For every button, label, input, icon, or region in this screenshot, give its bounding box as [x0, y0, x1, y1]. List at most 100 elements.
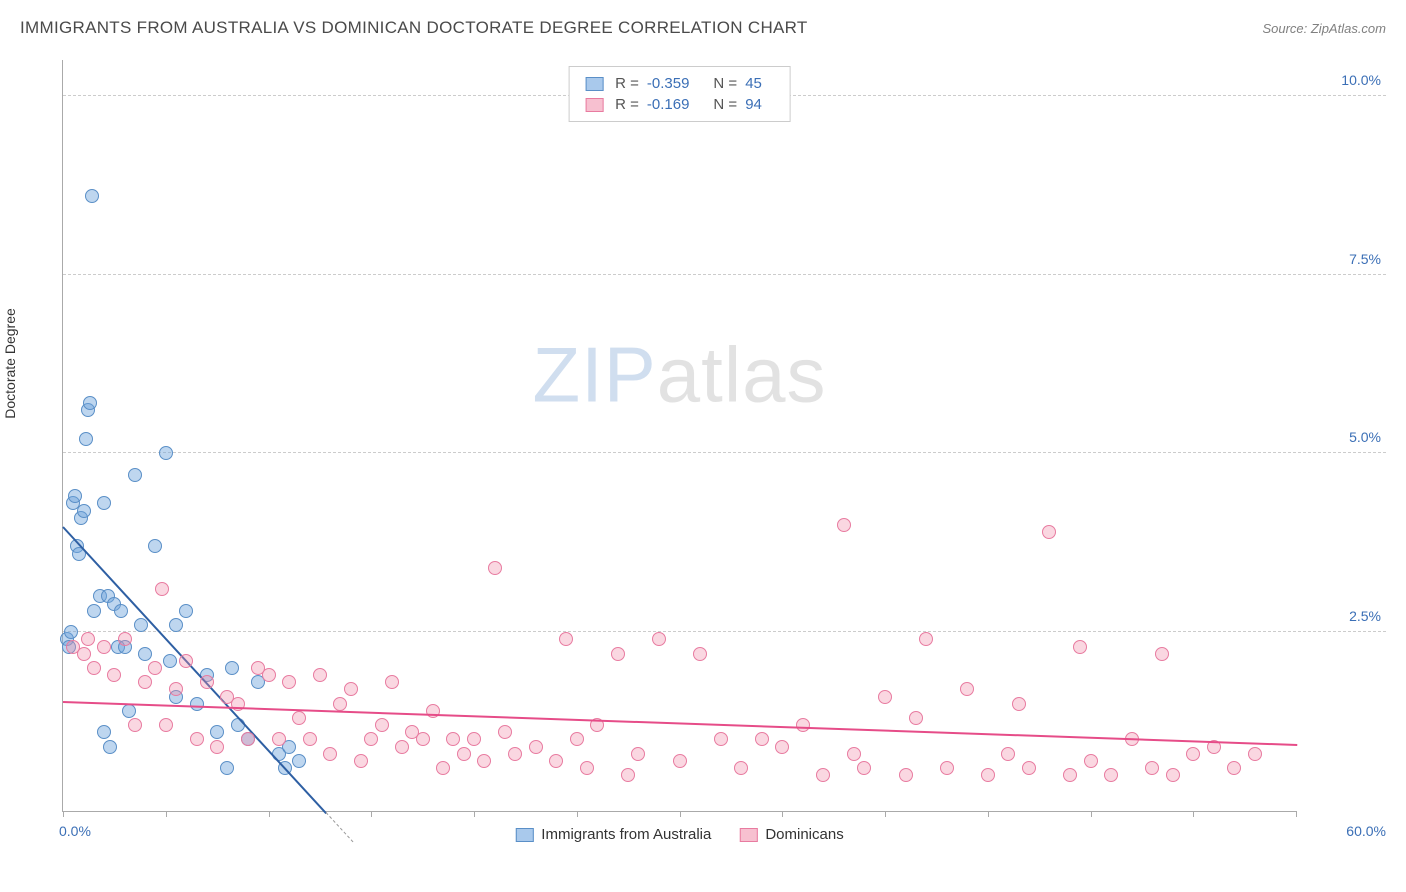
- scatter-point: [1155, 647, 1169, 661]
- x-tick: [988, 811, 989, 817]
- x-tick: [1193, 811, 1194, 817]
- scatter-point: [1073, 640, 1087, 654]
- scatter-point: [241, 732, 255, 746]
- y-tick-label: 2.5%: [1349, 608, 1381, 624]
- scatter-point: [79, 432, 93, 446]
- scatter-point: [282, 675, 296, 689]
- chart-source: Source: ZipAtlas.com: [1262, 21, 1386, 36]
- scatter-point: [1084, 754, 1098, 768]
- chart-container: Doctorate Degree ZIPatlas R = -0.359 N =…: [20, 60, 1386, 872]
- scatter-point: [580, 761, 594, 775]
- x-tick: [782, 811, 783, 817]
- x-tick: [680, 811, 681, 817]
- scatter-point: [97, 496, 111, 510]
- scatter-point: [529, 740, 543, 754]
- scatter-point: [159, 718, 173, 732]
- scatter-point: [292, 711, 306, 725]
- scatter-point: [87, 604, 101, 618]
- scatter-point: [103, 740, 117, 754]
- scatter-point: [122, 704, 136, 718]
- scatter-point: [837, 518, 851, 532]
- scatter-point: [508, 747, 522, 761]
- scatter-point: [344, 682, 358, 696]
- scatter-point: [621, 768, 635, 782]
- scatter-point: [81, 632, 95, 646]
- correlation-legend: R = -0.359 N = 45 R = -0.169 N = 94: [568, 66, 791, 122]
- scatter-point: [755, 732, 769, 746]
- scatter-point: [816, 768, 830, 782]
- scatter-point: [118, 632, 132, 646]
- scatter-point: [77, 647, 91, 661]
- legend-row-series-1: R = -0.359 N = 45: [585, 73, 774, 94]
- scatter-point: [1104, 768, 1118, 782]
- x-tick: [577, 811, 578, 817]
- scatter-point: [128, 718, 142, 732]
- scatter-point: [909, 711, 923, 725]
- scatter-point: [1186, 747, 1200, 761]
- scatter-point: [323, 747, 337, 761]
- scatter-point: [77, 504, 91, 518]
- grid-line: [63, 452, 1386, 453]
- scatter-point: [1166, 768, 1180, 782]
- scatter-point: [1248, 747, 1262, 761]
- scatter-point: [559, 632, 573, 646]
- scatter-point: [673, 754, 687, 768]
- scatter-point: [1012, 697, 1026, 711]
- scatter-point: [857, 761, 871, 775]
- scatter-point: [169, 618, 183, 632]
- scatter-point: [138, 647, 152, 661]
- scatter-point: [107, 668, 121, 682]
- scatter-point: [169, 682, 183, 696]
- scatter-point: [262, 668, 276, 682]
- scatter-point: [155, 582, 169, 596]
- scatter-point: [899, 768, 913, 782]
- grid-line: [63, 631, 1386, 632]
- legend-swatch-icon: [585, 77, 603, 91]
- scatter-point: [220, 761, 234, 775]
- scatter-point: [313, 668, 327, 682]
- scatter-point: [272, 732, 286, 746]
- scatter-point: [1063, 768, 1077, 782]
- scatter-point: [416, 732, 430, 746]
- scatter-point: [1145, 761, 1159, 775]
- scatter-point: [446, 732, 460, 746]
- scatter-point: [878, 690, 892, 704]
- watermark: ZIPatlas: [532, 330, 826, 421]
- scatter-point: [919, 632, 933, 646]
- scatter-point: [87, 661, 101, 675]
- x-tick: [474, 811, 475, 817]
- legend-item-series-1: Immigrants from Australia: [515, 826, 711, 843]
- legend-item-series-2: Dominicans: [739, 826, 843, 843]
- scatter-point: [134, 618, 148, 632]
- scatter-point: [457, 747, 471, 761]
- scatter-point: [1022, 761, 1036, 775]
- scatter-point: [200, 675, 214, 689]
- legend-swatch-icon: [739, 828, 757, 842]
- scatter-point: [210, 725, 224, 739]
- scatter-point: [210, 740, 224, 754]
- scatter-point: [138, 675, 152, 689]
- scatter-point: [97, 725, 111, 739]
- x-tick: [371, 811, 372, 817]
- x-tick: [1091, 811, 1092, 817]
- scatter-point: [981, 768, 995, 782]
- legend-swatch-icon: [515, 828, 533, 842]
- scatter-point: [1227, 761, 1241, 775]
- scatter-point: [375, 718, 389, 732]
- scatter-point: [631, 747, 645, 761]
- plot-area: ZIPatlas R = -0.359 N = 45 R = -0.169 N …: [62, 60, 1296, 812]
- scatter-point: [436, 761, 450, 775]
- scatter-point: [693, 647, 707, 661]
- scatter-point: [570, 732, 584, 746]
- chart-header: IMMIGRANTS FROM AUSTRALIA VS DOMINICAN D…: [20, 18, 1386, 38]
- scatter-point: [68, 489, 82, 503]
- scatter-point: [97, 640, 111, 654]
- scatter-point: [83, 396, 97, 410]
- scatter-point: [395, 740, 409, 754]
- x-max-label: 60.0%: [1346, 823, 1386, 839]
- scatter-point: [148, 539, 162, 553]
- scatter-point: [477, 754, 491, 768]
- x-tick: [166, 811, 167, 817]
- scatter-point: [652, 632, 666, 646]
- scatter-point: [303, 732, 317, 746]
